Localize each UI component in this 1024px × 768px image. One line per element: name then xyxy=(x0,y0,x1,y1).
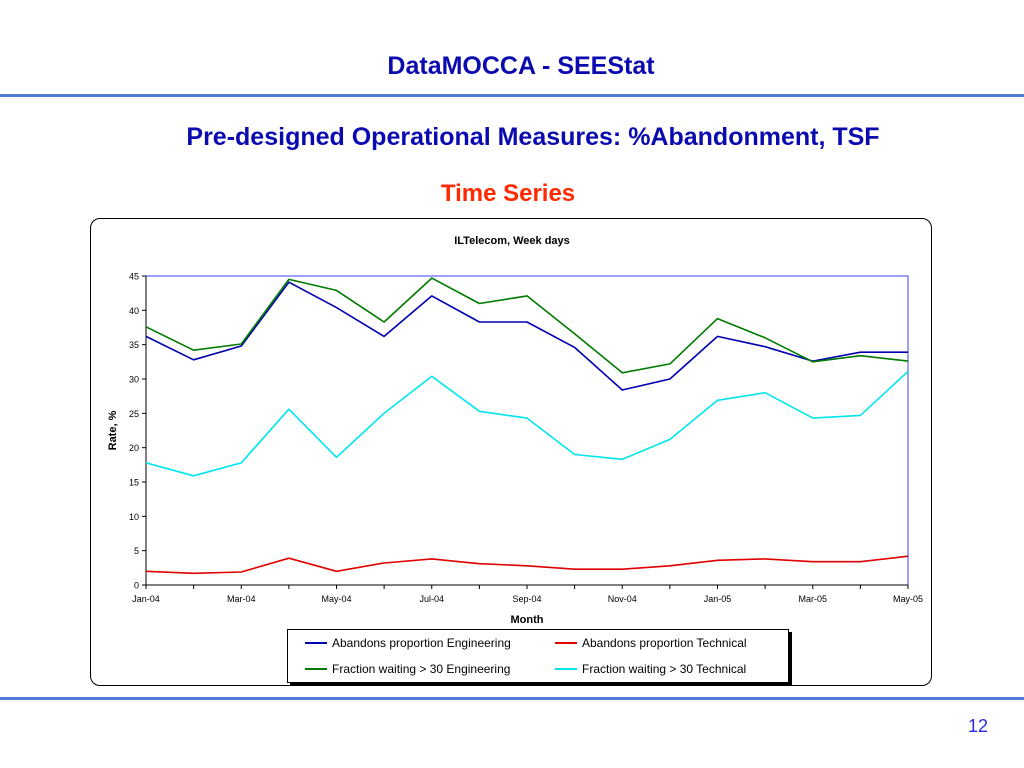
x-tick-label: May-05 xyxy=(893,594,923,604)
x-tick-label: Mar-04 xyxy=(227,594,256,604)
x-tick-label: Sep-04 xyxy=(512,594,541,604)
y-tick-label: 10 xyxy=(129,512,139,522)
y-tick-label: 25 xyxy=(129,409,139,419)
y-tick-label: 40 xyxy=(129,306,139,316)
legend-entry-1: Abandons proportion Technical xyxy=(538,630,788,656)
legend-swatch-2 xyxy=(305,668,327,670)
title-divider xyxy=(0,94,1024,97)
slide-title: DataMOCCA - SEEStat xyxy=(387,52,655,80)
page-number: 12 xyxy=(967,716,988,736)
legend-swatch-1 xyxy=(555,642,577,644)
y-tick-label: 15 xyxy=(129,478,139,488)
x-tick-label: Jan-05 xyxy=(704,594,732,604)
y-tick-label: 30 xyxy=(129,375,139,385)
slide-subtitle: Pre-designed Operational Measures: %Aban… xyxy=(186,123,880,151)
legend-swatch-3 xyxy=(555,668,577,670)
x-tick-label: May-04 xyxy=(321,594,351,604)
legend-entry-3: Fraction waiting > 30 Technical xyxy=(538,656,788,682)
y-axis-label: Rate, % xyxy=(107,410,119,450)
line-chart: ILTelecom, Week days 0 5 10 15 20 25 30 35 40 45 Ja… xyxy=(107,235,923,626)
y-tick-label: 45 xyxy=(129,272,139,282)
series-line-2 xyxy=(145,277,909,374)
legend-label-1: Abandons proportion Technical xyxy=(582,636,747,650)
legend-label-3: Fraction waiting > 30 Technical xyxy=(582,662,747,676)
legend-entry-2: Fraction waiting > 30 Engineering xyxy=(288,656,538,682)
legend-label-0: Abandons proportion Engineering xyxy=(332,636,511,650)
footer-divider xyxy=(0,697,1024,700)
section-title: Time Series xyxy=(440,180,576,207)
x-tick-label: Jan-04 xyxy=(132,594,160,604)
x-tick-label: Nov-04 xyxy=(608,594,637,604)
x-tick-label: Jul-04 xyxy=(419,594,444,604)
y-tick-label: 0 xyxy=(134,581,139,591)
chart-panel: ILTelecom, Week days 0 5 10 15 20 25 30 35 40 45 Ja… xyxy=(90,218,932,686)
legend-swatch-0 xyxy=(305,642,327,644)
chart-title: ILTelecom, Week days xyxy=(454,235,570,247)
legend-entry-0: Abandons proportion Engineering xyxy=(288,630,538,656)
series-line-1 xyxy=(145,555,909,575)
y-tick-label: 20 xyxy=(129,443,139,453)
chart-legend: Abandons proportion Engineering Abandons… xyxy=(287,629,789,683)
legend-label-2: Fraction waiting > 30 Engineering xyxy=(332,662,511,676)
y-tick-label: 5 xyxy=(134,546,139,556)
y-tick-label: 35 xyxy=(129,340,139,350)
x-tick-label: Mar-05 xyxy=(798,594,827,604)
x-axis-label: Month xyxy=(511,614,544,626)
series-line-0 xyxy=(145,281,908,391)
series-line-3 xyxy=(145,370,909,477)
